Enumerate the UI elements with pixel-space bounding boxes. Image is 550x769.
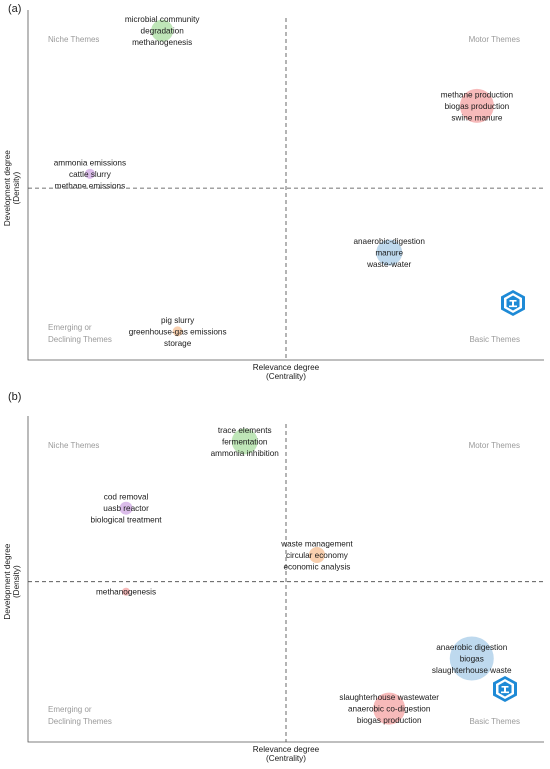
- theme-label: anaerobic co-digestion: [348, 705, 431, 714]
- theme-label: microbial community: [125, 15, 201, 24]
- theme-label: slaughterhouse waste: [432, 666, 512, 675]
- theme-label: biological treatment: [91, 516, 163, 525]
- theme-label: cattle slurry: [69, 170, 112, 179]
- x-axis-sublabel: (Centrality): [266, 754, 306, 763]
- theme-label: biogas: [460, 655, 484, 664]
- theme-bubble: [231, 428, 258, 455]
- theme-label: methanogenesis: [96, 588, 156, 597]
- theme-label: trace elements: [218, 426, 272, 435]
- theme-label: greenhouse-gas emissions: [129, 327, 227, 336]
- x-axis-label: Relevance degree: [253, 363, 320, 372]
- theme-label: methane emissions: [55, 181, 126, 190]
- theme-bubble: [376, 239, 403, 266]
- y-axis-label: Development degree: [3, 543, 12, 619]
- theme-bubble: [449, 636, 494, 681]
- theme-label: economic analysis: [284, 562, 351, 571]
- quadrant-label-motor: Motor Themes: [469, 441, 520, 450]
- theme-bubble: [308, 546, 325, 563]
- chart-panel-a: (a) Niche Themes Motor Themes Emerging or De…: [3, 3, 544, 381]
- y-axis-label: Development degree: [3, 150, 12, 226]
- theme-label: storage: [164, 339, 192, 348]
- quadrant-label-niche: Niche Themes: [48, 441, 99, 450]
- shield-logo-icon: [501, 290, 525, 316]
- theme-bubble: [151, 19, 174, 42]
- theme-label: anaerobic-digestion: [353, 237, 425, 246]
- shield-logo-icon: [493, 676, 517, 702]
- theme-label: biogas production: [445, 102, 510, 111]
- theme-label: swine manure: [451, 113, 502, 122]
- theme-label: manure: [375, 249, 403, 258]
- theme-label: degradation: [141, 27, 185, 36]
- x-axis-label: Relevance degree: [253, 745, 320, 754]
- panel-label: (a): [8, 3, 21, 15]
- theme-label: pig slurry: [161, 316, 195, 325]
- theme-label: methanogenesis: [132, 38, 192, 47]
- theme-label: waste management: [280, 539, 353, 548]
- quadrant-label-basic: Basic Themes: [469, 717, 520, 726]
- y-axis-sublabel: (Density): [12, 172, 21, 205]
- theme-label: uasb reactor: [103, 504, 149, 513]
- y-axis-sublabel: (Density): [12, 565, 21, 598]
- theme-label: methane production: [441, 90, 514, 99]
- theme-bubble: [122, 587, 131, 596]
- quadrant-label-motor: Motor Themes: [469, 35, 520, 44]
- theme-label: ammonia emissions: [54, 158, 126, 167]
- quadrant-label-niche: Niche Themes: [48, 35, 99, 44]
- theme-label: cod removal: [104, 493, 149, 502]
- theme-bubble: [459, 88, 494, 123]
- theme-label: slaughterhouse wastewater: [339, 693, 439, 702]
- panel-label: (b): [8, 391, 21, 403]
- theme-label: circular economy: [286, 551, 349, 560]
- theme-bubble: [119, 501, 133, 515]
- theme-label: biogas production: [357, 716, 422, 725]
- quadrant-label-basic: Basic Themes: [469, 335, 520, 344]
- theme-label: anaerobic digestion: [436, 643, 507, 652]
- theme-bubble: [373, 692, 406, 725]
- x-axis-sublabel: (Centrality): [266, 372, 306, 381]
- theme-label: fermentation: [222, 437, 268, 446]
- quadrant-label-emerging: Declining Themes: [48, 717, 112, 726]
- axis-frame: [27, 10, 544, 361]
- theme-bubble: [84, 168, 95, 179]
- theme-label: ammonia inhibition: [211, 449, 280, 458]
- quadrant-label-emerging: Declining Themes: [48, 335, 112, 344]
- axis-frame: [27, 416, 544, 743]
- chart-panel-b: (b) Niche Themes Motor Themes Emerging or De…: [3, 391, 544, 763]
- quadrant-label-emerging: Emerging or: [48, 323, 92, 332]
- theme-label: waste-water: [366, 260, 411, 269]
- quadrant-label-emerging: Emerging or: [48, 705, 92, 714]
- theme-bubble: [172, 326, 183, 337]
